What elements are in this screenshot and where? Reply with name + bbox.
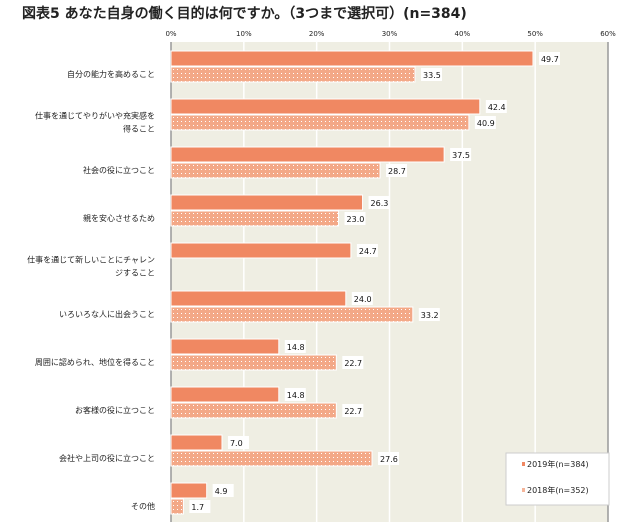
bar-2019 [170, 146, 445, 163]
data-label-bg [227, 436, 249, 449]
legend-swatch [522, 488, 525, 492]
data-label: 24.0 [354, 295, 372, 304]
data-label: 7.0 [230, 439, 243, 448]
data-label: 22.7 [344, 359, 362, 368]
data-label-bg [386, 164, 408, 177]
x-tick-label: 40% [455, 30, 471, 38]
bar-2018 [170, 66, 416, 83]
category-label: いろいろな人に出会うこと [59, 309, 155, 319]
category-label: 会社や上司の役に立つこと [59, 453, 155, 463]
category-label: ジすること [115, 269, 155, 278]
category-label: 親を安心させるため [83, 213, 155, 223]
data-label-bg [368, 196, 390, 209]
x-tick-label: 60% [600, 30, 616, 38]
data-label: 37.5 [452, 151, 470, 160]
category-label: 自分の能力を高めること [67, 69, 155, 79]
bar-2018 [170, 498, 184, 515]
data-label-bg [212, 484, 234, 497]
data-label-bg [420, 68, 442, 81]
data-label-bg [342, 356, 364, 369]
bar-2019 [170, 242, 352, 259]
data-label: 26.3 [371, 199, 389, 208]
x-tick-label: 50% [527, 30, 543, 38]
bar-2019 [170, 290, 347, 307]
data-label: 33.5 [423, 71, 441, 80]
bar-2019 [170, 482, 208, 499]
data-label-bg [284, 340, 306, 353]
legend [505, 452, 610, 506]
category-label: 仕事を通じて新しいことにチャレン [27, 255, 155, 265]
bar-2018 [170, 354, 337, 371]
data-label-bg [189, 500, 211, 513]
data-label: 40.9 [477, 119, 495, 128]
bar-2019 [170, 338, 280, 355]
category-label: その他 [131, 501, 155, 511]
bar-2018 [170, 114, 470, 131]
bar-2018 [170, 210, 340, 227]
bar-2019 [170, 434, 223, 451]
data-label: 42.4 [488, 103, 506, 112]
data-label: 14.8 [287, 391, 305, 400]
bar-2018 [170, 402, 337, 419]
data-label-bg [538, 52, 560, 65]
bar-2018 [170, 306, 414, 323]
data-label-bg [378, 452, 400, 465]
bar-2018 [170, 162, 381, 179]
category-label: 周囲に認められ、地位を得ること [35, 357, 155, 367]
category-label: お客様の役に立つこと [75, 405, 155, 415]
legend-swatch [522, 462, 525, 466]
data-label-bg [485, 100, 507, 113]
data-label-bg [356, 244, 378, 257]
data-label-bg [342, 404, 364, 417]
bar-2019 [170, 98, 481, 115]
category-label: 社会の役に立つこと [83, 165, 155, 175]
data-label: 27.6 [380, 455, 398, 464]
bar-2019 [170, 50, 534, 67]
x-tick-label: 10% [236, 30, 252, 38]
data-label: 33.2 [421, 311, 439, 320]
data-label: 24.7 [359, 247, 377, 256]
data-label-bg [284, 388, 306, 401]
x-tick-label: 30% [382, 30, 398, 38]
data-label: 4.9 [215, 487, 228, 496]
data-label: 23.0 [347, 215, 365, 224]
data-label-bg [418, 308, 440, 321]
data-label: 28.7 [388, 167, 406, 176]
legend-label: 2019年(n=384) [527, 459, 589, 469]
x-tick-label: 20% [309, 30, 325, 38]
category-label: 得ること [123, 124, 155, 134]
bar-2019 [170, 386, 280, 403]
data-label: 1.7 [191, 503, 204, 512]
legend-label: 2018年(n=352) [527, 485, 589, 495]
data-label: 49.7 [541, 55, 559, 64]
data-label-bg [344, 212, 366, 225]
data-label-bg [450, 148, 472, 161]
chart-title: 図表5 あなた自身の働く目的は何ですか。（3つまで選択可）(n=384) [22, 6, 467, 22]
data-label: 22.7 [344, 407, 362, 416]
category-label: 仕事を通じてやりがいや充実感を [35, 111, 155, 121]
bar-2019 [170, 194, 364, 211]
x-tick-label: 0% [165, 30, 176, 38]
data-label: 14.8 [287, 343, 305, 352]
data-label-bg [474, 116, 496, 129]
bar-2018 [170, 450, 373, 467]
data-label-bg [351, 292, 373, 305]
